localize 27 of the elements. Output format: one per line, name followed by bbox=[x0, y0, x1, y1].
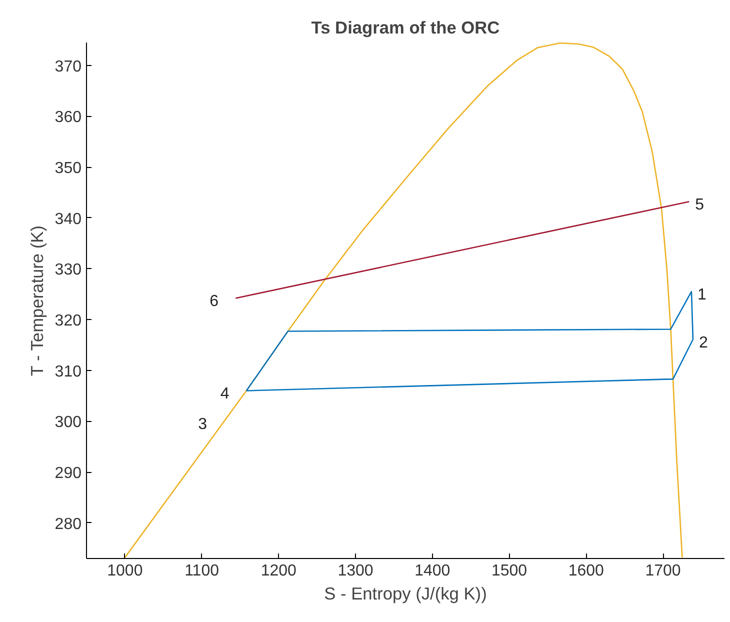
x-tick-label: 1500 bbox=[491, 562, 528, 580]
y-tick-label: 310 bbox=[54, 363, 82, 380]
annotation: 6 bbox=[210, 293, 219, 310]
chart-title: Ts Diagram of the ORC bbox=[311, 18, 500, 38]
y-tick-label: 290 bbox=[54, 465, 82, 482]
x-axis-title: S - Entropy (J/(kg K)) bbox=[324, 584, 487, 604]
y-tick-label: 330 bbox=[54, 262, 82, 279]
y-tick-label: 280 bbox=[54, 516, 82, 533]
y-tick-label: 370 bbox=[54, 58, 82, 76]
annotation: 4 bbox=[220, 386, 230, 403]
annotation: 2 bbox=[698, 334, 708, 352]
x-tick-label: 1200 bbox=[260, 562, 297, 580]
y-tick-label: 340 bbox=[54, 210, 82, 228]
x-tick-label: 1100 bbox=[184, 562, 220, 580]
y-tick-label: 300 bbox=[54, 414, 82, 432]
x-tick-label: 1700 bbox=[645, 562, 681, 580]
annotation: 1 bbox=[697, 286, 706, 304]
y-axis-title: T - Temperature (K) bbox=[26, 226, 47, 376]
x-tick-label: 1300 bbox=[338, 562, 374, 580]
annotation: 5 bbox=[695, 196, 704, 214]
y-tick-label: 350 bbox=[54, 160, 82, 178]
x-tick-label: 1000 bbox=[107, 562, 143, 580]
x-tick-label: 1400 bbox=[414, 562, 450, 580]
y-tick-label: 360 bbox=[54, 109, 82, 126]
y-tick-label: 320 bbox=[54, 312, 82, 330]
x-tick-label: 1600 bbox=[568, 562, 604, 580]
annotation: 3 bbox=[198, 416, 208, 434]
